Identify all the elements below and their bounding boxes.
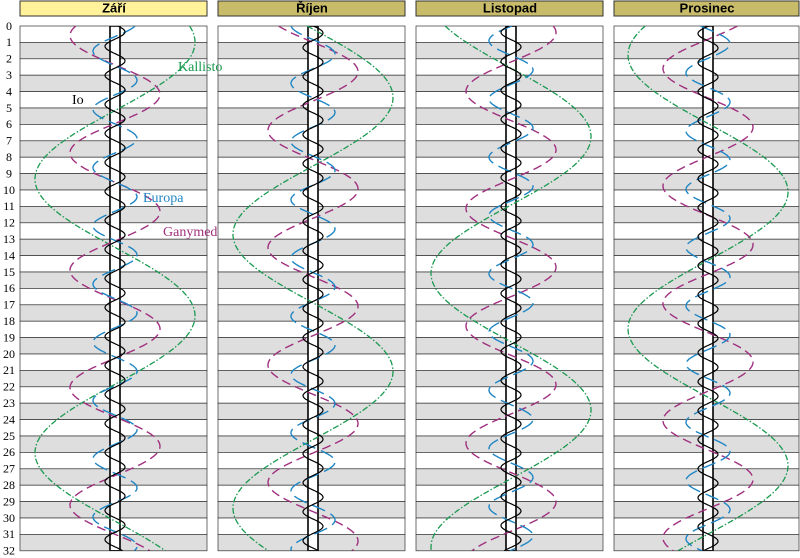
moon-orbit [697,26,719,551]
day-label: 32 [3,544,15,558]
moon-paths [430,26,592,551]
moon-orbit [302,26,324,551]
moon-orbit [290,26,336,551]
month-header [19,0,208,17]
month-header [415,0,604,17]
day-label: 31 [3,527,15,541]
day-label: 30 [3,511,15,525]
day-label: 6 [6,117,12,131]
day-label: 29 [3,494,15,508]
day-label: 9 [6,166,12,180]
month-header [217,0,406,17]
jupiter [307,26,319,551]
moon-orbit [92,26,138,551]
day-label: 15 [3,265,15,279]
moon-label: Europa [143,191,184,206]
moon-label: Kallisto [178,60,222,75]
day-label: 12 [3,216,15,230]
day-label: 11 [3,199,15,213]
day-label: 22 [3,380,15,394]
jupiter [702,26,714,551]
day-label: 14 [3,248,15,262]
day-label: 16 [3,281,15,295]
moon-orbit [662,26,754,551]
day-label: 3 [6,68,12,82]
day-label: 4 [6,84,12,98]
moon-label: Ganymed [163,225,217,240]
day-label: 0 [6,19,12,33]
day-label: 19 [3,330,15,344]
moon-orbit [500,26,522,551]
moon-orbit [34,26,196,551]
day-label: 23 [3,396,15,410]
moon-orbit [488,26,534,551]
moon-paths [34,26,196,551]
month-label: Listopad [483,0,537,15]
day-label: 8 [6,150,12,164]
day-label: 26 [3,445,15,459]
day-label: 18 [3,314,15,328]
day-label: 1 [6,35,12,49]
month-label: Říjen [296,0,328,15]
month-label: Září [102,0,126,15]
moon-orbit [430,26,592,551]
day-label: 27 [3,462,15,476]
day-label: 20 [3,347,15,361]
day-label: 25 [3,429,15,443]
day-label: 24 [3,412,15,426]
day-label: 21 [3,363,15,377]
day-label: 7 [6,134,12,148]
day-label: 13 [3,232,15,246]
day-label: 2 [6,52,12,66]
month-header [613,0,800,17]
day-label: 17 [3,298,15,312]
month-label: Prosinec [680,0,735,15]
day-label: 28 [3,478,15,492]
moon-label: Io [72,93,84,108]
moon-orbit [69,26,161,551]
moon-paths [232,26,394,551]
moon-orbit [267,26,359,551]
moon-paths [627,26,789,551]
day-label: 10 [3,183,15,197]
moon-orbit [104,26,126,551]
moon-orbit [465,26,557,551]
moon-orbit [685,26,731,551]
day-label: 5 [6,101,12,115]
moon-orbit [627,26,789,551]
